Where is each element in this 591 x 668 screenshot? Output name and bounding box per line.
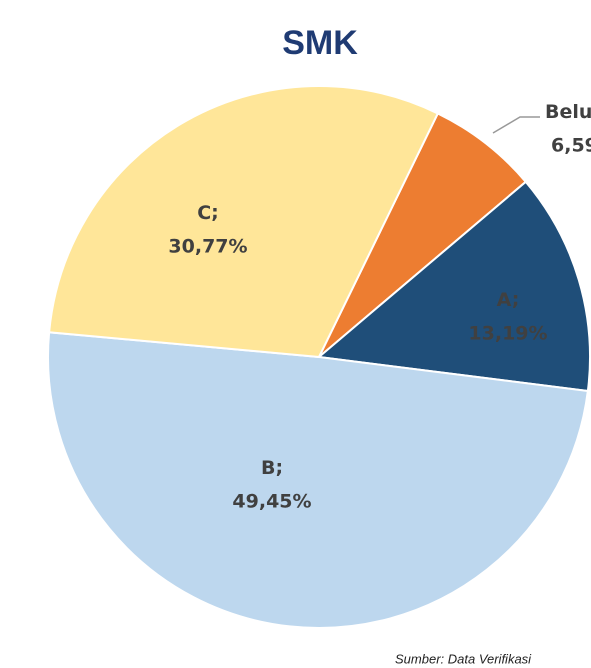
value-label: 6,59%: [551, 135, 591, 157]
value-label: 30,77%: [168, 236, 247, 258]
chart-title: SMK: [282, 24, 358, 62]
slice-label: B;: [261, 457, 283, 479]
category-label: Belum: [545, 101, 591, 123]
pie-slice: [318, 112, 528, 358]
category-label: C: [197, 202, 211, 224]
slice-label: A;: [497, 289, 520, 311]
leader-line: [492, 116, 540, 134]
source-note: Sumber: Data Verifikasi: [395, 651, 532, 666]
category-label: A: [497, 289, 512, 311]
pie-slice: [48, 85, 440, 359]
slice-label: Belum: [545, 101, 591, 123]
value-label: 49,45%: [232, 491, 311, 513]
pie-slice: [316, 180, 591, 393]
pie-slice: [47, 331, 589, 629]
category-label: B: [261, 457, 275, 479]
slice-label: C;: [197, 202, 219, 224]
value-label: 13,19%: [468, 323, 547, 345]
